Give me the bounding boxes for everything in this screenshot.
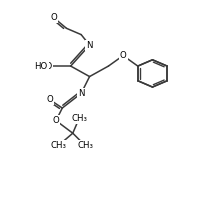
Text: CH₃: CH₃ [50,141,66,150]
Text: N: N [78,89,84,98]
Text: N: N [86,41,93,50]
Text: O: O [46,95,53,104]
Text: HO: HO [34,61,48,71]
Text: O: O [50,13,57,22]
Text: CH₃: CH₃ [77,141,93,150]
Text: O: O [120,51,127,60]
Text: CH₃: CH₃ [71,114,87,123]
Text: O: O [53,116,59,125]
Text: HO: HO [39,61,52,71]
